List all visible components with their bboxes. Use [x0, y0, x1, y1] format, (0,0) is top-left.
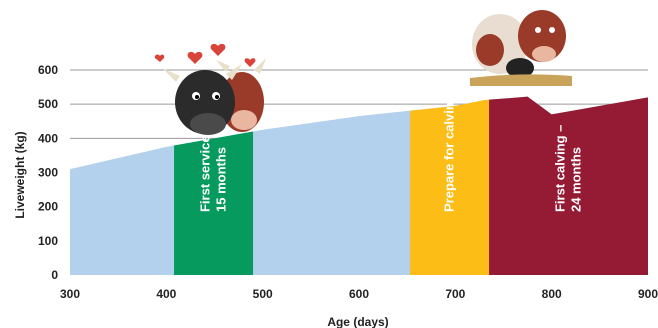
band-label: First calving – [553, 125, 568, 212]
x-tick-label: 500 [253, 287, 273, 301]
calf-head [506, 58, 534, 78]
y-axis-title: Liveweight (kg) [13, 131, 27, 218]
band-label: 24 months [569, 147, 584, 212]
x-tick-label: 700 [445, 287, 465, 301]
y-tick-label: 500 [38, 97, 58, 111]
heart-icon [244, 58, 256, 67]
heart-icon [210, 43, 226, 56]
band-2 [410, 99, 490, 275]
x-tick-label: 800 [542, 287, 562, 301]
x-axis-title: Age (days) [327, 315, 388, 328]
x-tick-label: 300 [60, 287, 80, 301]
y-tick-label: 100 [38, 234, 58, 248]
y-tick-label: 600 [38, 63, 58, 77]
x-tick-label: 900 [638, 287, 658, 301]
heart-icon [187, 51, 203, 64]
band-label: Prepare for calving [442, 94, 457, 212]
band-1 [174, 131, 254, 275]
straw [470, 74, 572, 86]
band-label: 15 months [214, 147, 229, 212]
band-label: First service – [198, 125, 213, 212]
y-tick-label: 200 [38, 200, 58, 214]
tick-labels: 300 400 500 600 700 800 900 0 100 200 300 400 500 600 [38, 63, 658, 301]
cows-with-calf-cartoon [470, 10, 572, 86]
y-tick-label: 300 [38, 166, 58, 180]
x-tick-label: 400 [156, 287, 176, 301]
cows-with-hearts-cartoon [154, 43, 266, 135]
y-tick-label: 0 [51, 268, 58, 282]
x-tick-label: 600 [349, 287, 369, 301]
y-tick-label: 400 [38, 131, 58, 145]
band-layer: First service –15 months Prepare for calv… [174, 94, 648, 276]
band-3 [489, 96, 648, 276]
brown-cow-head [518, 10, 566, 62]
heart-icon [154, 54, 165, 62]
